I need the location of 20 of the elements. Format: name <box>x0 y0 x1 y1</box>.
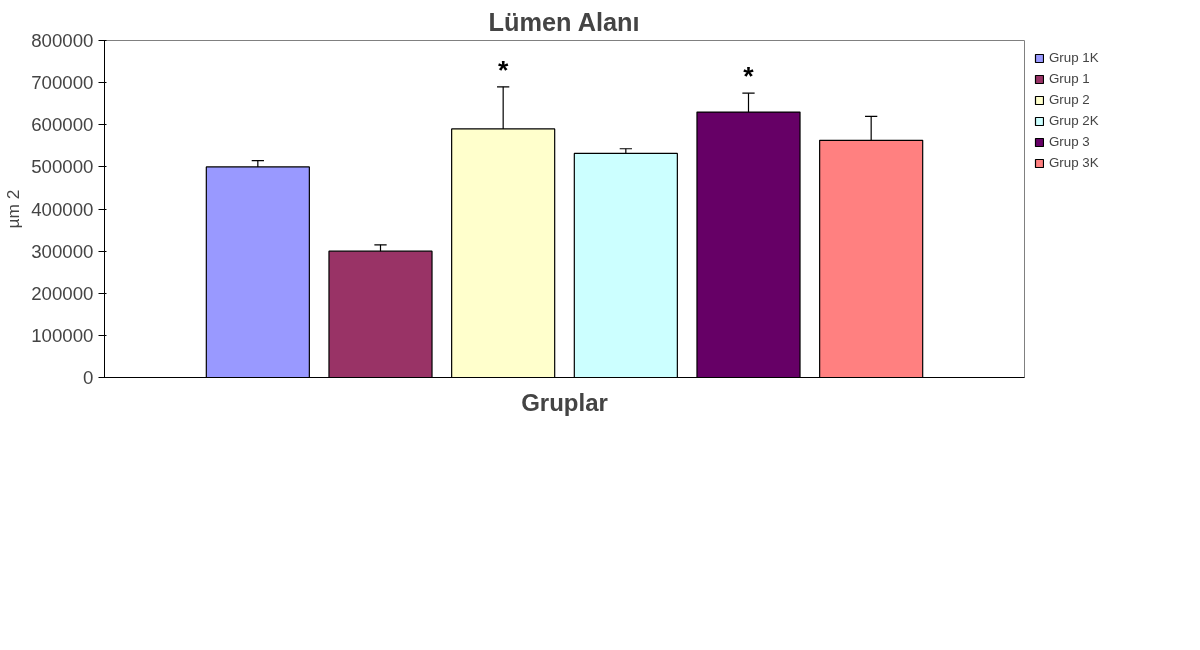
legend-label: Grup 1K <box>1049 50 1099 65</box>
y-tick-label: 800000 <box>31 30 94 51</box>
y-tick-label: 300000 <box>31 240 94 262</box>
y-axis-title: µm 2 <box>3 189 24 229</box>
legend-label: Grup 2K <box>1049 113 1099 128</box>
legend-label: Grup 3 <box>1049 134 1090 149</box>
x-axis-title: Gruplar <box>521 388 608 416</box>
data-label: * <box>497 54 509 85</box>
legend-label: Grup 1 <box>1049 71 1090 86</box>
y-tick-label: 600000 <box>31 114 94 136</box>
y-tick-label: 700000 <box>31 72 94 94</box>
y-tick-label: 200000 <box>31 282 94 304</box>
y-tick-label: 400000 <box>31 198 94 220</box>
data-label: * <box>743 61 755 92</box>
y-tick-label: 500000 <box>31 156 94 178</box>
y-tick-label: 0 <box>83 367 94 388</box>
y-tick-label: 100000 <box>31 324 94 346</box>
chart-title: Lümen Alanı <box>488 7 640 36</box>
legend-label: Grup 3K <box>1049 155 1099 170</box>
legend-label: Grup 2 <box>1049 92 1090 107</box>
